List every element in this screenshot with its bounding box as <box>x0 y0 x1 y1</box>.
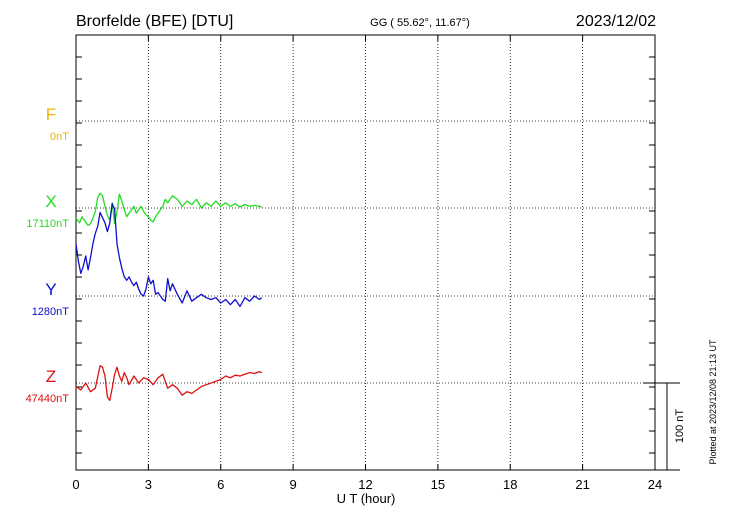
component-letter-x: X <box>45 192 56 211</box>
scale-bar-label: 100 nT <box>674 409 686 444</box>
plotted-at-note: Plotted at 2023/12/08 21:13 UT <box>708 339 718 465</box>
x-axis-label: U T (hour) <box>337 491 396 506</box>
x-tick-label: 9 <box>290 477 297 492</box>
component-letter-y: Y <box>45 280 56 299</box>
x-tick-label: 3 <box>145 477 152 492</box>
component-baseline-y: 1280nT <box>32 306 70 318</box>
component-labels: F 0nT X 17110nT Y 1280nT Z 47440nT <box>26 105 70 405</box>
scale-bar <box>643 382 680 471</box>
component-letter-z: Z <box>46 367 56 386</box>
grid <box>75 34 656 471</box>
x-tick-label: 18 <box>503 477 517 492</box>
trace-z <box>75 364 263 402</box>
component-letter-f: F <box>46 105 56 124</box>
x-tick-label: 15 <box>431 477 445 492</box>
data-traces <box>75 192 263 402</box>
x-tick-label: 0 <box>72 477 79 492</box>
trace-y <box>75 203 263 308</box>
component-baseline-f: 0nT <box>50 131 69 143</box>
x-tick-labels: 0 3 6 9 12 15 18 21 24 <box>72 477 662 492</box>
x-tick-label: 12 <box>358 477 372 492</box>
coords-label: GG ( 55.62°, 11.67°) <box>370 17 470 29</box>
component-baseline-x: 17110nT <box>26 218 69 230</box>
date-label: 2023/12/02 <box>576 13 656 30</box>
trace-x <box>75 192 263 227</box>
station-title: Brorfelde (BFE) [DTU] <box>76 13 233 30</box>
component-baseline-z: 47440nT <box>26 393 70 405</box>
x-tick-label: 21 <box>575 477 589 492</box>
x-tick-label: 6 <box>217 477 224 492</box>
x-tick-label: 24 <box>648 477 662 492</box>
